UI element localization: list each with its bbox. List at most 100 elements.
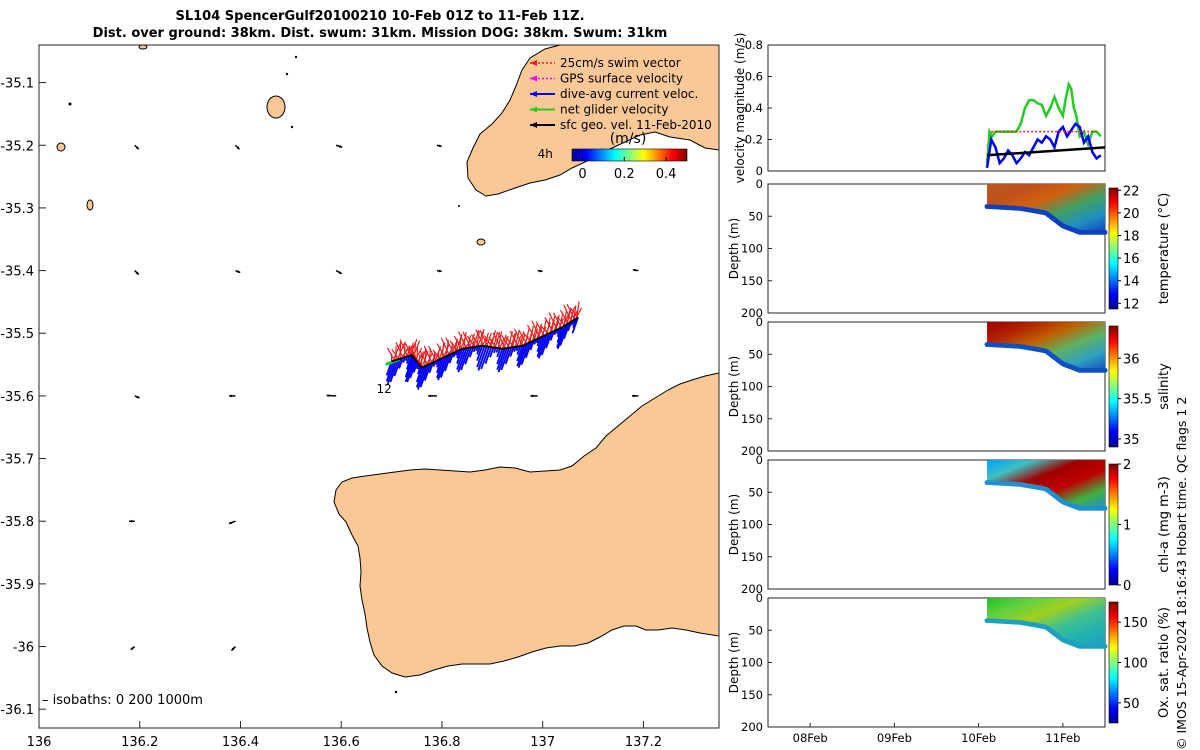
swim-vector	[527, 324, 537, 341]
section-colorbar-tick-label: 18	[1123, 229, 1140, 244]
section-colorbar-tick-label: 50	[1123, 697, 1140, 712]
swim-vector	[399, 339, 408, 357]
section-x-tick-label: 10Feb	[961, 731, 996, 745]
swim-vector	[428, 348, 432, 365]
swim-vector	[419, 350, 429, 366]
map-y-tick-label: -35.4	[0, 265, 34, 280]
geo-vector-head	[237, 270, 241, 273]
current-vector	[385, 360, 395, 382]
map-y-tick-label: -36	[13, 641, 34, 656]
section-panel: 0 50 100 150 200 Depth (m) 50 100 150 Ox. sat. ra…	[727, 591, 1172, 745]
current-vector	[476, 345, 486, 368]
current-vector	[412, 361, 419, 373]
legend-label: GPS surface velocity	[560, 72, 683, 86]
section-colorbar	[1108, 463, 1119, 586]
section-y-tick-label: 200	[741, 306, 763, 320]
swim-vector	[514, 329, 520, 348]
map-title-line2: Dist. over ground: 38km. Dist. swum: 31k…	[92, 26, 668, 41]
geo-vector-head	[338, 271, 342, 274]
current-vector	[409, 360, 418, 379]
section-colorbar-tick-label: 1	[1123, 519, 1131, 534]
swim-vector	[449, 340, 459, 352]
swim-vector	[559, 309, 569, 324]
section-y-label: Depth (m)	[727, 356, 741, 417]
map-colorbar-label: (m/s)	[610, 131, 647, 147]
geo-vector-head	[539, 269, 543, 273]
current-vector	[457, 347, 468, 373]
swim-vector	[490, 330, 497, 348]
section-y-label: Depth (m)	[727, 494, 741, 555]
swim-vector	[437, 348, 440, 361]
geo-vector-head	[229, 394, 232, 398]
section-panel: 0 50 100 150 200 Depth (m) 0 1 2 chl-a (mg m-3)	[727, 453, 1172, 596]
current-vector	[500, 347, 510, 371]
section-data-point	[1102, 367, 1108, 373]
current-vector	[415, 367, 423, 383]
swim-vector	[436, 343, 446, 358]
current-vector	[516, 345, 524, 362]
swim-vector	[475, 331, 480, 347]
legend-swatch-head	[530, 106, 537, 113]
swim-vector	[496, 331, 506, 349]
swim-vector	[428, 345, 437, 362]
current-vector	[423, 363, 432, 381]
current-vector	[440, 354, 450, 378]
glider-track-line	[391, 316, 579, 369]
map-y-ticks: -35.1 -35.2 -35.3 -35.4 -35.5 -35.6 -35.7 -35.8…	[0, 77, 46, 718]
section-y-tick-label: 0	[756, 315, 763, 329]
map-x-tick-label: 136.4	[222, 735, 259, 750]
section-y-tick-label: 100	[741, 242, 763, 256]
section-colorbar	[1108, 325, 1119, 448]
map-x-tick-label: 136.2	[121, 735, 158, 750]
swim-vector	[492, 332, 502, 349]
current-vector	[436, 358, 443, 374]
current-vector	[517, 343, 528, 368]
current-vector	[448, 352, 455, 364]
land-islet	[476, 238, 486, 246]
map-y-tick-label: -35.1	[0, 77, 34, 92]
current-vector	[556, 327, 562, 338]
land-islet	[86, 199, 94, 211]
current-vector	[476, 345, 481, 355]
section-y-tick-label: 50	[748, 347, 763, 361]
swim-vector	[391, 348, 400, 360]
current-vector	[415, 366, 425, 388]
current-vector	[456, 348, 463, 364]
current-vector	[484, 346, 493, 365]
current-vector	[549, 330, 555, 341]
map-legend: 25cm/s swim vector GPS surface velocitydi…	[530, 56, 712, 132]
section-colorbar	[1108, 601, 1119, 724]
map-axes-frame	[38, 44, 720, 729]
section-panel: 0 50 100 150 200 Depth (m) 35 35.5 36 salinity	[727, 315, 1172, 458]
section-data-swath	[987, 322, 1105, 371]
swim-vector	[522, 332, 532, 343]
velocity-y-tick-label: 0.2	[745, 133, 763, 147]
swim-vector	[518, 330, 528, 345]
section-data-swath	[987, 460, 1105, 509]
current-vector	[393, 358, 402, 377]
current-vector	[436, 359, 441, 368]
current-vector	[556, 326, 564, 343]
annotation-12: 12	[376, 382, 391, 396]
current-vector	[536, 337, 542, 347]
swim-vector	[440, 337, 450, 356]
current-vector	[398, 357, 404, 369]
current-vector	[476, 345, 484, 361]
swim-vector	[501, 334, 507, 350]
geo-vector-head	[236, 146, 240, 150]
section-colorbar-tick-label: 20	[1123, 207, 1140, 222]
current-vector	[496, 348, 504, 365]
swim-vector	[556, 316, 566, 327]
current-vector	[386, 359, 397, 385]
swim-vector	[488, 337, 494, 348]
legend-label: net glider velocity	[560, 103, 668, 117]
velocity-y-tick-label: 0.8	[745, 38, 763, 52]
map-y-tick-label: -35.9	[0, 578, 34, 593]
section-y-tick-label: 200	[741, 444, 763, 458]
legend-swatch-head	[530, 122, 537, 128]
current-vector	[529, 340, 535, 351]
section-y-tick-label: 50	[748, 209, 763, 223]
current-vector	[496, 348, 506, 371]
geo-vector-head	[632, 268, 636, 272]
